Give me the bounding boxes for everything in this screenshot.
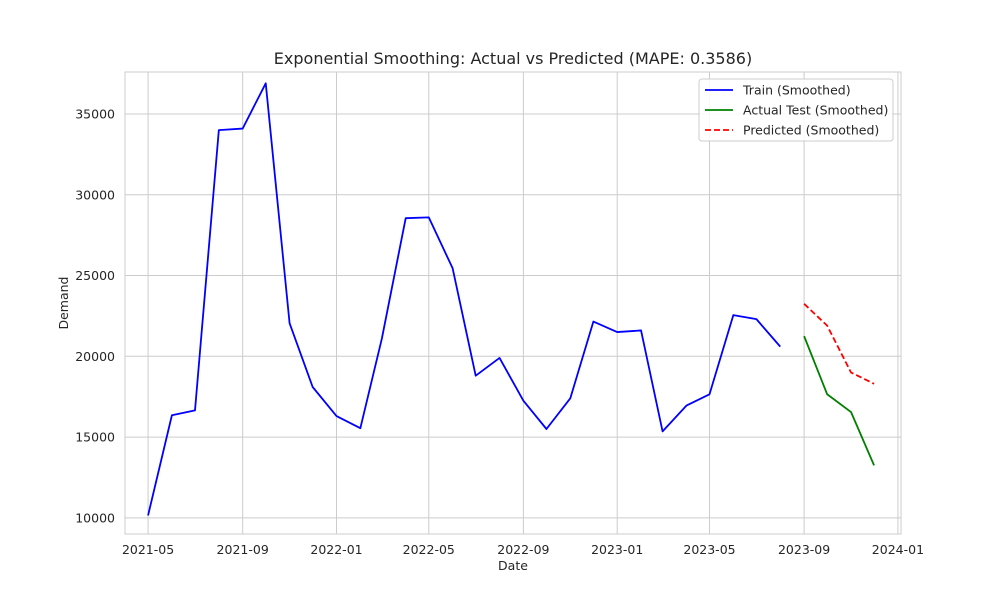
- x-axis-ticks: 2021-05 2021-09 2022-01 2022-05 2022-09 2023-…: [122, 542, 924, 557]
- y-tick-label: 15000: [75, 430, 115, 445]
- chart-title: Exponential Smoothing: Actual vs Predict…: [274, 49, 752, 68]
- series-line-0: [147, 82, 781, 516]
- legend: Train (Smoothed) Actual Test (Smoothed) Pr…: [698, 78, 894, 142]
- y-tick-label: 25000: [75, 268, 115, 283]
- plot-area: [124, 71, 902, 535]
- y-tick-label: 30000: [75, 187, 115, 202]
- x-tick-label: 2021-09: [217, 542, 269, 557]
- y-axis-label: Demand: [56, 276, 71, 329]
- x-tick-label: 2022-05: [403, 542, 455, 557]
- y-tick-label: 20000: [75, 349, 115, 364]
- legend-box: [698, 78, 894, 142]
- x-tick-label: 2022-01: [310, 542, 362, 557]
- y-tick-label: 10000: [75, 510, 115, 525]
- x-tick-label: 2023-05: [683, 542, 735, 557]
- legend-label: Train (Smoothed): [742, 83, 851, 98]
- x-axis-label: Date: [498, 558, 528, 573]
- x-tick-label: 2023-01: [591, 542, 643, 557]
- legend-label: Actual Test (Smoothed): [743, 103, 888, 118]
- series-lines: [147, 82, 875, 516]
- y-axis-ticks: 10000 15000 20000 25000 30000 35000: [75, 107, 115, 526]
- x-tick-label: 2023-09: [778, 542, 830, 557]
- legend-label: Predicted (Smoothed): [743, 123, 879, 138]
- x-tick-label: 2024-01: [872, 542, 924, 557]
- series-line-2: [803, 303, 875, 385]
- x-tick-label: 2021-05: [122, 542, 174, 557]
- y-tick-label: 35000: [75, 107, 115, 122]
- grid: [125, 72, 901, 534]
- x-tick-label: 2022-09: [497, 542, 549, 557]
- series-line-1: [803, 335, 875, 466]
